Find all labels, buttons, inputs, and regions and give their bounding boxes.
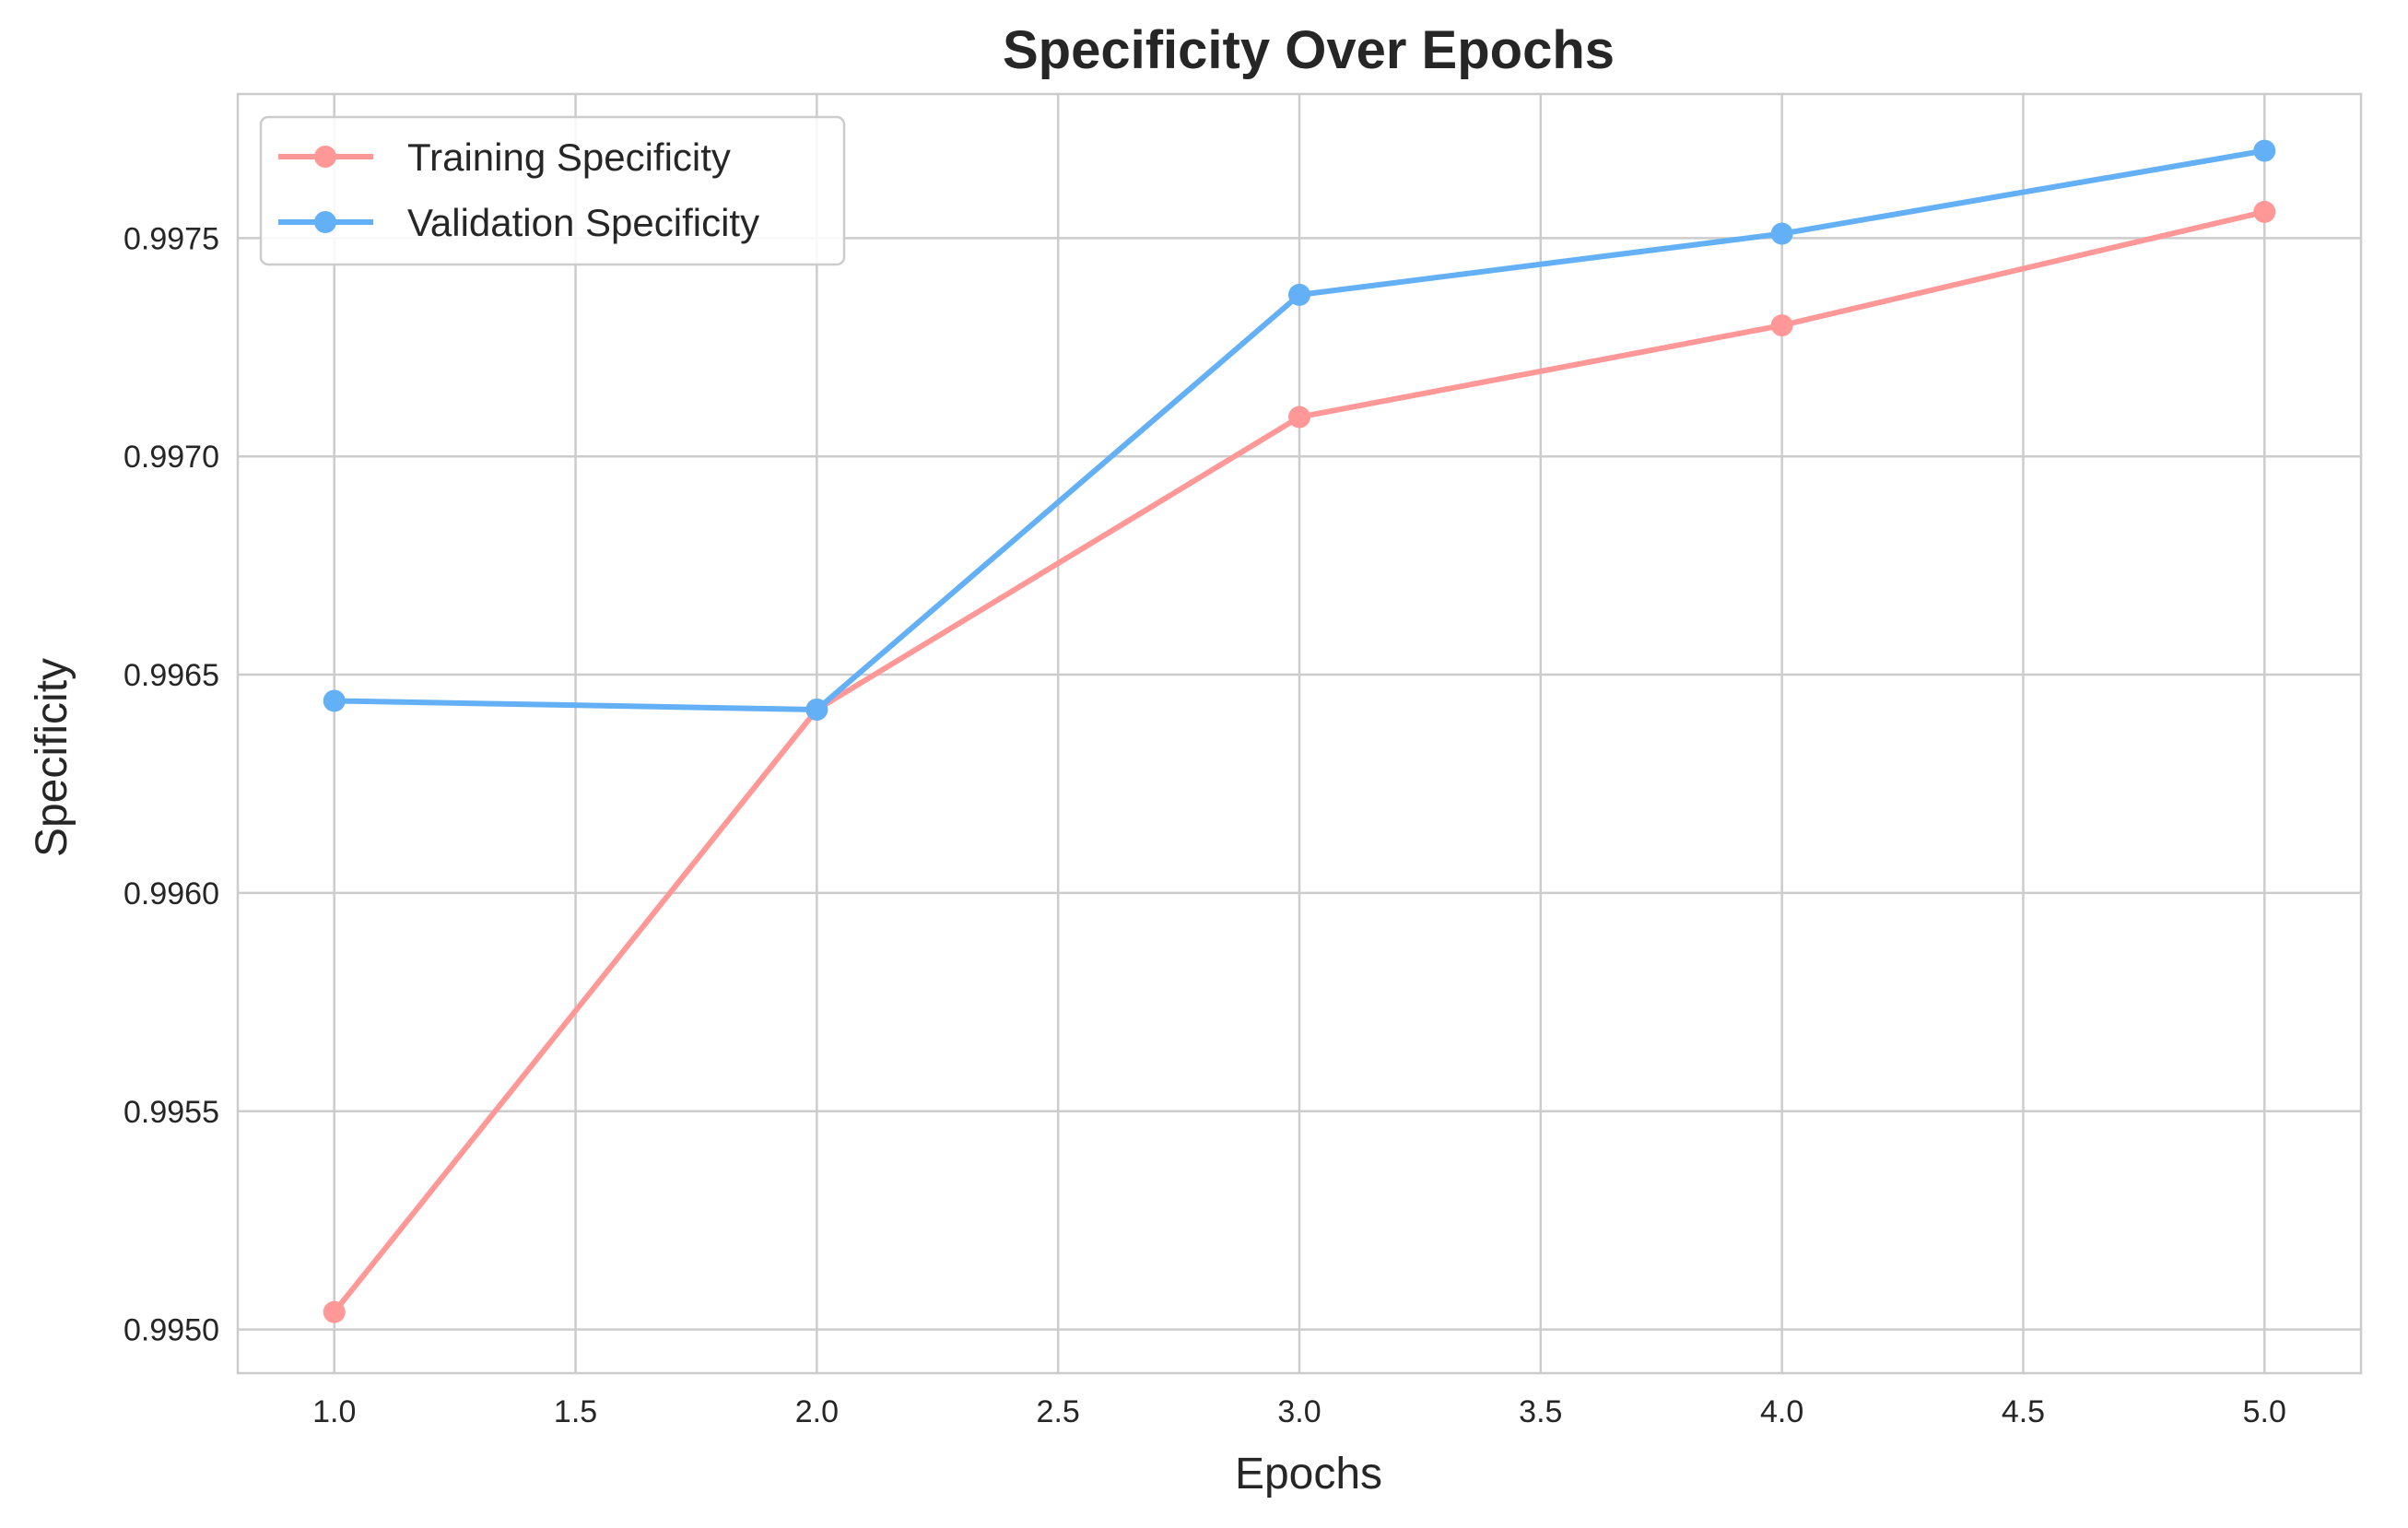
- x-tick-label: 4.0: [1760, 1394, 1803, 1429]
- data-point: [1770, 314, 1793, 337]
- data-point: [2253, 200, 2276, 223]
- data-point: [323, 1300, 346, 1323]
- x-tick-label: 4.5: [2002, 1394, 2045, 1429]
- series-1: [323, 139, 2276, 721]
- chart-title: Specificity Over Epochs: [1003, 20, 1615, 80]
- x-tick-label: 2.0: [795, 1394, 839, 1429]
- legend-marker: [314, 146, 336, 168]
- y-tick-label: 0.9965: [123, 658, 219, 693]
- legend: Training Specificity Validation Specifici…: [259, 115, 846, 266]
- y-tick-label: 0.9970: [123, 440, 219, 475]
- y-tick-label: 0.9975: [123, 221, 219, 256]
- plot-frame: [236, 92, 2363, 1375]
- x-tick-label: 1.5: [554, 1394, 597, 1429]
- x-tick-label: 3.5: [1519, 1394, 1562, 1429]
- data-point: [1288, 406, 1310, 429]
- data-point: [1770, 222, 1793, 245]
- x-tick-label: 1.0: [312, 1394, 356, 1429]
- y-tick-label: 0.9950: [123, 1313, 219, 1348]
- y-tick-label: 0.9960: [123, 876, 219, 911]
- x-tick-label: 3.0: [1277, 1394, 1321, 1429]
- grid: [238, 94, 2361, 1373]
- x-tick-label: 2.5: [1037, 1394, 1080, 1429]
- data-point: [323, 689, 346, 712]
- x-axis-ticks: 1.0 1.5 2.0 2.5 3.0 3.5 4.0 4.5 5.0: [312, 1394, 2286, 1429]
- legend-box: [259, 115, 846, 266]
- data-point: [2253, 139, 2276, 162]
- legend-label: Training Specificity: [407, 135, 731, 179]
- x-axis-label: Epochs: [1235, 1450, 1382, 1499]
- y-tick-label: 0.9955: [123, 1095, 219, 1130]
- legend-label: Validation Specificity: [407, 201, 759, 244]
- legend-marker: [314, 211, 336, 233]
- y-axis-label: Specificity: [28, 658, 76, 857]
- data-point: [805, 698, 828, 721]
- data-point: [1288, 283, 1310, 306]
- series-layer: [323, 139, 2276, 1323]
- y-axis-ticks: 0.9950 0.9955 0.9960 0.9965 0.9970 0.9975: [123, 221, 219, 1347]
- x-tick-label: 5.0: [2243, 1394, 2286, 1429]
